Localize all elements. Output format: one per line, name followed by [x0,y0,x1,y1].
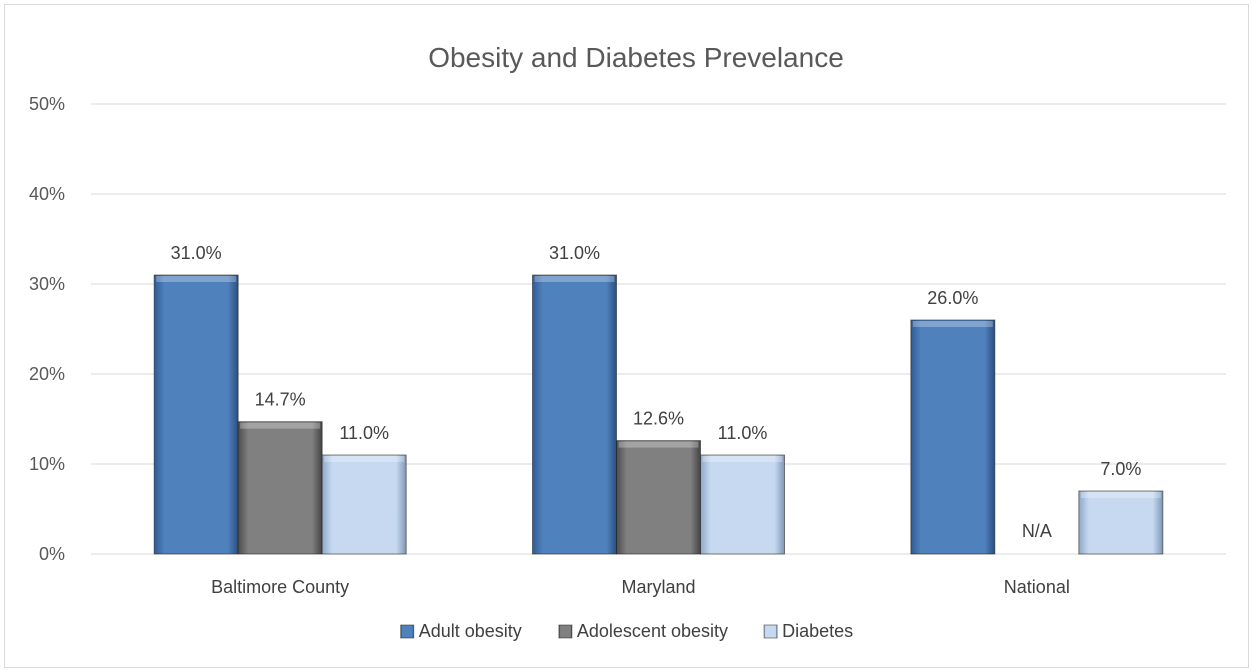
bar [321,454,407,555]
legend-swatch [558,624,573,639]
bar [532,274,617,555]
bar-bevel [240,422,321,429]
data-label: N/A [1022,521,1052,541]
chart-canvas: Obesity and Diabetes Prevelance 0% 10% 20%… [29,42,1226,641]
bar-bevel [618,441,699,448]
bar [1078,490,1164,555]
bar-body [532,274,617,555]
legend-label: Adult obesity [419,621,522,641]
bar-body [1078,490,1164,555]
y-tick-label: 20% [29,364,65,384]
legend-label: Diabetes [782,621,853,641]
legend-swatch [763,624,778,639]
bar-body [237,421,323,555]
x-axis-categories: Baltimore County Maryland National [211,577,1070,597]
y-tick-label: 40% [29,184,65,204]
bar-bevel [912,321,993,327]
legend-swatch [400,624,415,639]
bar-bevel [702,456,783,462]
bar-body [910,319,996,555]
chart-frame: Obesity and Diabetes Prevelance 0% 10% 20%… [4,4,1249,668]
data-label: 11.0% [339,423,389,443]
y-tick-label: 50% [29,94,65,114]
bar-bevel [1080,492,1161,498]
legend-item: Adolescent obesity [558,621,728,641]
bars [153,274,1164,555]
bar [153,274,239,555]
legend: Adult obesity Adolescent obesity Diabetes [400,621,853,641]
y-tick-label: 30% [29,274,65,294]
y-axis-ticks: 0% 10% 20% 30% 40% 50% [29,94,65,564]
legend-item: Adult obesity [400,621,522,641]
data-label: 7.0% [1100,459,1141,479]
bar-bevel [156,276,237,282]
data-label: 11.0% [718,423,768,443]
y-tick-label: 10% [29,454,65,474]
data-label: 12.6% [633,409,684,429]
bar [237,421,323,555]
data-labels: 31.0% 14.7% 11.0% 31.0% 12.6% 11.0% 26.0% N/A 7.… [171,243,1142,541]
chart-title: Obesity and Diabetes Prevelance [428,42,844,73]
bar [616,440,701,555]
bar-bevel [534,276,615,282]
x-category-label: National [1004,577,1070,597]
bar-body [321,454,407,555]
bar [910,319,996,555]
y-tick-label: 0% [39,544,65,564]
bar-bevel [324,456,405,462]
data-label: 31.0% [549,243,600,263]
data-label: 26.0% [927,288,978,308]
bar [700,454,785,555]
data-label: 14.7% [255,390,306,410]
x-category-label: Baltimore County [211,577,349,597]
data-label: 31.0% [171,243,222,263]
bar-body [153,274,239,555]
x-category-label: Maryland [621,577,695,597]
legend-item: Diabetes [763,621,853,641]
bar-body [700,454,785,555]
bar-body [616,440,701,555]
legend-label: Adolescent obesity [577,621,728,641]
